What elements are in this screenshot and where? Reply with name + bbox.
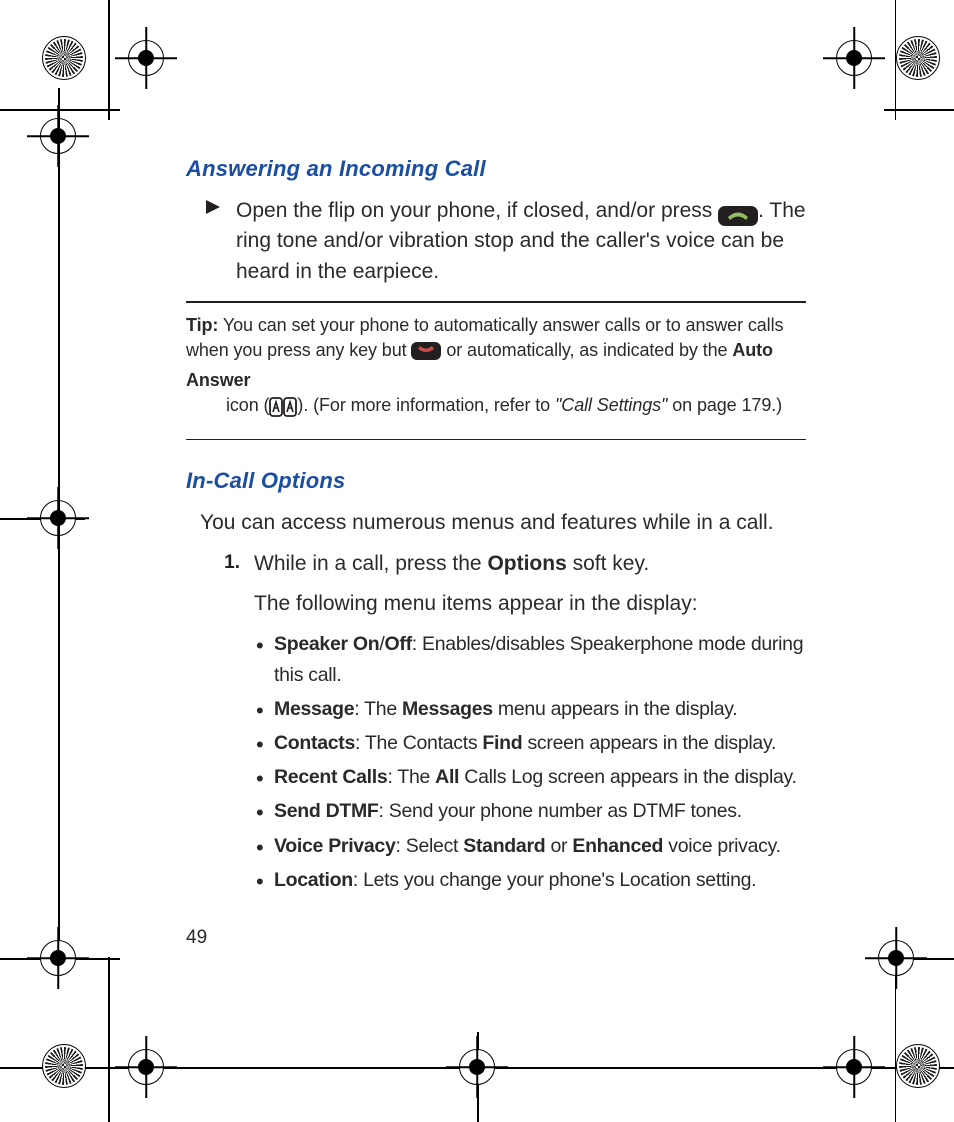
text-bold: Enhanced: [572, 835, 663, 857]
tip-body-line2: icon ( ). (For more information, refer t…: [186, 393, 806, 424]
crop-line: [108, 0, 110, 120]
list-item: 1. While in a call, press the Options so…: [214, 549, 806, 900]
text: : The: [387, 766, 435, 788]
list-number: 1.: [214, 549, 254, 574]
text-bold: Messages: [402, 698, 493, 720]
bullet-item: Message: The Messages menu appears in th…: [254, 694, 806, 724]
text: soft key.: [567, 552, 649, 575]
section-heading-answering: Answering an Incoming Call: [186, 156, 806, 182]
crop-line: [108, 957, 110, 1122]
text: : Send your phone number as DTMF tones.: [379, 800, 742, 822]
text-bold: Contacts: [274, 732, 355, 754]
text-bold: Voice Privacy: [274, 835, 396, 857]
bullet-item: Contacts: The Contacts Find screen appea…: [254, 728, 806, 758]
text: voice privacy.: [663, 835, 781, 857]
text: Open the flip on your phone, if closed, …: [236, 199, 718, 222]
section-heading-incall: In-Call Options: [186, 468, 806, 494]
tip-label: Tip:: [186, 315, 218, 335]
registration-mark-icon: [42, 1044, 86, 1088]
crop-line: [0, 109, 120, 111]
bullet-item: Send DTMF: Send your phone number as DTM…: [254, 796, 806, 826]
registration-target-icon: [878, 940, 914, 976]
text: on page 179.): [667, 395, 782, 415]
crop-line: [58, 88, 60, 963]
intro-paragraph: You can access numerous menus and featur…: [200, 508, 806, 538]
text: or automatically, as indicated by the: [441, 340, 732, 360]
bullet-item: Speaker On/Off: Enables/disables Speaker…: [254, 629, 806, 689]
text: screen appears in the display.: [522, 732, 776, 754]
registration-mark-icon: [896, 36, 940, 80]
text-bold: All: [435, 766, 459, 788]
text-bold: Speaker On: [274, 633, 379, 655]
text: menu appears in the display.: [493, 698, 738, 720]
text-bold: Find: [482, 732, 522, 754]
text-bold: Recent Calls: [274, 766, 387, 788]
text-bold: Options: [487, 552, 566, 575]
registration-target-icon: [836, 1049, 872, 1085]
text-bold: Message: [274, 698, 354, 720]
end-key-icon: [411, 341, 441, 368]
tip-block: Tip: You can set your phone to automatic…: [186, 313, 806, 425]
text-bold: Off: [385, 633, 412, 655]
text: ). (For more information, refer to: [297, 395, 555, 415]
step-row: Open the flip on your phone, if closed, …: [186, 196, 806, 287]
registration-mark-icon: [42, 36, 86, 80]
text: : Select: [396, 835, 464, 857]
list-body: While in a call, press the Options soft …: [254, 549, 806, 900]
horizontal-rule: [186, 439, 806, 441]
numbered-list: 1. While in a call, press the Options so…: [214, 549, 806, 900]
text: : The Contacts: [355, 732, 482, 754]
sub-paragraph: The following menu items appear in the d…: [254, 589, 806, 619]
text-bold: Send DTMF: [274, 800, 379, 822]
bullet-list: Speaker On/Off: Enables/disables Speaker…: [254, 629, 806, 895]
registration-target-icon: [128, 40, 164, 76]
registration-target-icon: [128, 1049, 164, 1085]
bullet-item: Location: Lets you change your phone's L…: [254, 865, 806, 895]
text: While in a call, press the: [254, 552, 487, 575]
text-italic: "Call Settings": [555, 395, 667, 415]
bullet-item: Voice Privacy: Select Standard or Enhanc…: [254, 831, 806, 861]
registration-target-icon: [459, 1049, 495, 1085]
horizontal-rule: [186, 301, 806, 303]
text: : Lets you change your phone's Location …: [353, 869, 756, 891]
text: Calls Log screen appears in the display.: [459, 766, 796, 788]
text-bold: Standard: [463, 835, 545, 857]
registration-target-icon: [836, 40, 872, 76]
text-bold: Location: [274, 869, 353, 891]
registration-mark-icon: [896, 1044, 940, 1088]
registration-target-icon: [40, 940, 76, 976]
step-text: Open the flip on your phone, if closed, …: [236, 196, 806, 287]
text: : The: [354, 698, 402, 720]
auto-answer-icon: [269, 397, 297, 424]
page-number: 49: [186, 927, 207, 949]
bullet-item: Recent Calls: The All Calls Log screen a…: [254, 762, 806, 792]
text: or: [545, 835, 572, 857]
step-marker-triangle-icon: [186, 196, 236, 219]
page-content: Answering an Incoming Call Open the flip…: [186, 156, 806, 899]
text: icon (: [226, 395, 269, 415]
